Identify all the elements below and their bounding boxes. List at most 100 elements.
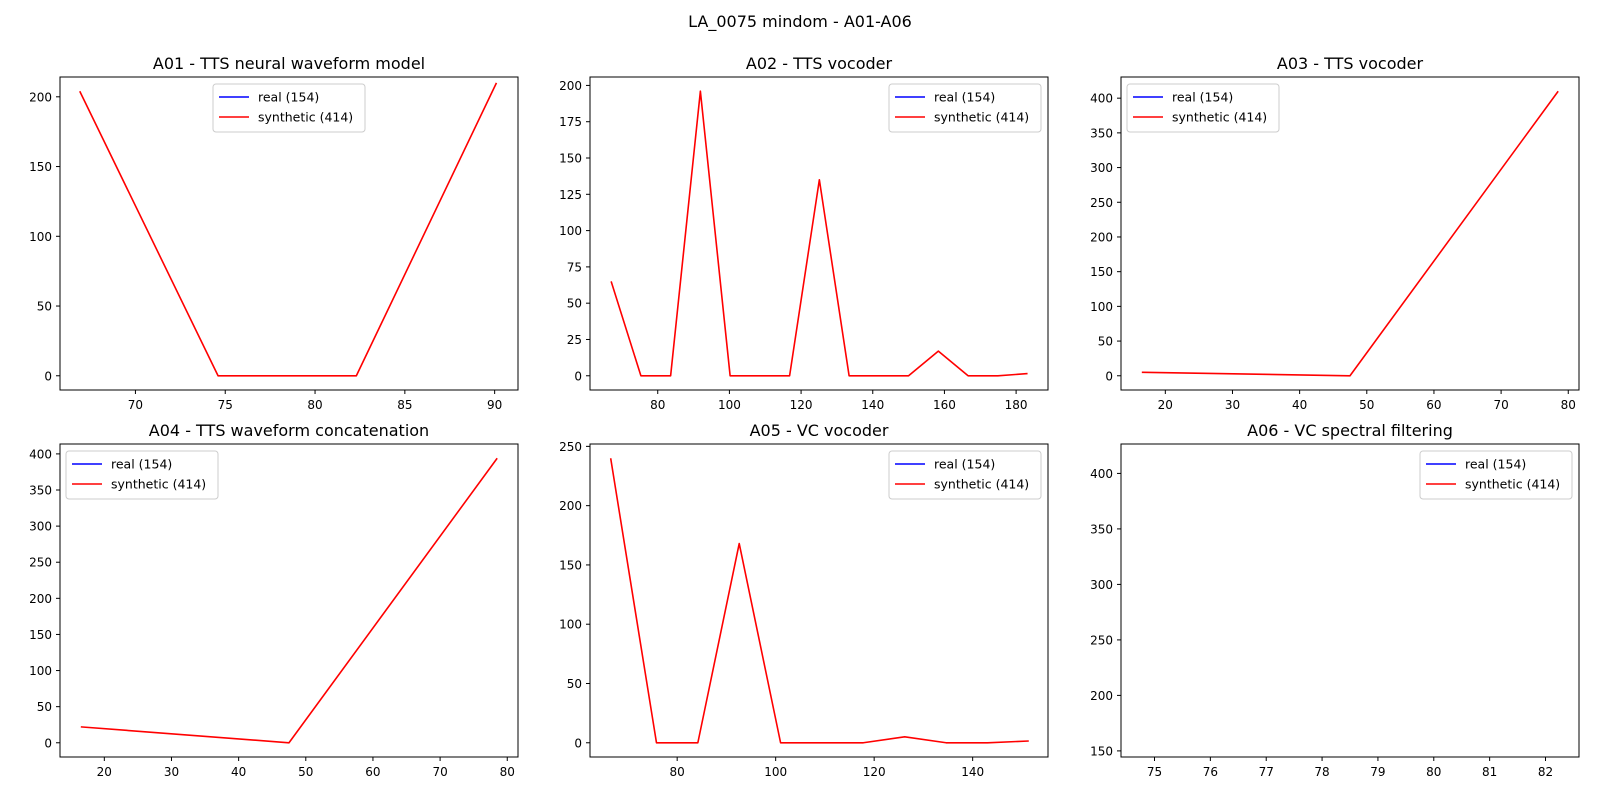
- y-tick-label: 0: [574, 369, 582, 383]
- y-tick-label: 200: [1090, 230, 1113, 244]
- x-tick-label: 30: [164, 765, 179, 779]
- x-tick-label: 75: [1147, 765, 1162, 779]
- subplot-title: A06 - VC spectral filtering: [1247, 421, 1453, 440]
- y-tick-label: 100: [29, 664, 52, 678]
- x-tick-label: 20: [97, 765, 112, 779]
- y-tick-label: 400: [29, 447, 52, 461]
- y-tick-label: 150: [559, 558, 582, 572]
- legend: real (154) synthetic (414): [212, 83, 366, 133]
- series-synthetic-line: [79, 82, 498, 377]
- x-tick-label: 60: [1426, 398, 1441, 412]
- y-tick-label: 250: [1090, 196, 1113, 210]
- legend-box: [888, 83, 1042, 133]
- x-tick-label: 81: [1482, 765, 1497, 779]
- series-synthetic-line: [1141, 90, 1559, 377]
- axes-frame: [59, 443, 519, 758]
- subplot-1: A01 - TTS neural waveform model 70 75 80 85 9…: [29, 54, 519, 412]
- y-tick-label: 50: [37, 700, 52, 714]
- y-tick-label: 50: [567, 297, 582, 311]
- y-tick-label: 25: [567, 333, 582, 347]
- legend-synthetic-label: synthetic (414): [111, 477, 206, 492]
- series-synthetic-line: [610, 90, 1028, 377]
- legend-box: [1126, 83, 1280, 133]
- y-tick-label: 350: [1090, 126, 1113, 140]
- y-tick-label: 175: [559, 115, 582, 129]
- y-tick-label: 250: [1090, 633, 1113, 647]
- x-tick-label: 30: [1225, 398, 1240, 412]
- x-tick-label: 40: [1292, 398, 1307, 412]
- y-tick-label: 300: [1090, 161, 1113, 175]
- y-tick-label: 200: [29, 592, 52, 606]
- axes-frame: [589, 443, 1049, 758]
- subplot-title: A04 - TTS waveform concatenation: [149, 421, 429, 440]
- x-tick-label: 70: [432, 765, 447, 779]
- y-tick-label: 125: [559, 188, 582, 202]
- legend-real-label: real (154): [1172, 90, 1233, 105]
- x-tick-label: 80: [500, 765, 515, 779]
- y-tick-label: 0: [574, 736, 582, 750]
- legend-real-label: real (154): [934, 457, 995, 472]
- legend-box: [212, 83, 366, 133]
- subplot-6: A06 - VC spectral filtering 75 76 77 78 79 80 8…: [1090, 421, 1580, 779]
- x-tick-label: 120: [863, 765, 886, 779]
- x-tick-label: 50: [298, 765, 313, 779]
- x-tick-label: 50: [1359, 398, 1374, 412]
- legend-box: [888, 450, 1042, 500]
- legend-real-label: real (154): [934, 90, 995, 105]
- legend-real-label: real (154): [1465, 457, 1526, 472]
- y-tick-label: 350: [29, 484, 52, 498]
- y-tick-label: 50: [1098, 335, 1113, 349]
- x-tick-label: 100: [764, 765, 787, 779]
- x-tick-label: 40: [231, 765, 246, 779]
- y-tick-label: 300: [1090, 578, 1113, 592]
- y-tick-label: 50: [37, 300, 52, 314]
- x-tick-label: 82: [1538, 765, 1553, 779]
- subplot-5: A05 - VC vocoder 80 100 120 140 0 50 100 150 200 2…: [559, 421, 1049, 779]
- series-synthetic-line: [80, 457, 498, 744]
- legend-real-label: real (154): [111, 457, 172, 472]
- subplot-title: A01 - TTS neural waveform model: [153, 54, 425, 73]
- y-tick-label: 250: [559, 440, 582, 454]
- y-tick-label: 100: [559, 224, 582, 238]
- x-tick-label: 160: [933, 398, 956, 412]
- series-synthetic-line: [609, 458, 1029, 744]
- y-tick-label: 75: [567, 260, 582, 274]
- legend-synthetic-label: synthetic (414): [934, 110, 1029, 125]
- x-tick-label: 120: [790, 398, 813, 412]
- y-tick-label: 50: [567, 677, 582, 691]
- y-tick-label: 150: [1090, 744, 1113, 758]
- legend-synthetic-label: synthetic (414): [1465, 477, 1560, 492]
- x-tick-label: 85: [397, 398, 412, 412]
- y-tick-label: 200: [559, 79, 582, 93]
- y-tick-label: 200: [29, 90, 52, 104]
- legend-box: [65, 450, 219, 500]
- y-tick-label: 200: [1090, 689, 1113, 703]
- x-tick-label: 80: [670, 765, 685, 779]
- axes-frame: [1120, 76, 1580, 391]
- axes-frame: [1120, 443, 1580, 758]
- y-tick-label: 150: [559, 152, 582, 166]
- x-tick-label: 140: [861, 398, 884, 412]
- subplot-title: A05 - VC vocoder: [750, 421, 889, 440]
- x-tick-label: 77: [1259, 765, 1274, 779]
- y-tick-label: 0: [1105, 369, 1113, 383]
- axes-frame: [589, 76, 1049, 391]
- y-tick-label: 100: [559, 618, 582, 632]
- x-tick-label: 70: [128, 398, 143, 412]
- y-tick-label: 150: [1090, 265, 1113, 279]
- legend: real (154) synthetic (414): [888, 83, 1042, 133]
- y-tick-label: 0: [44, 736, 52, 750]
- y-tick-label: 150: [29, 628, 52, 642]
- subplot-3: A03 - TTS vocoder 20 30 40 50 60 70 80 0 50 100 150…: [1090, 54, 1580, 412]
- x-tick-label: 75: [218, 398, 233, 412]
- y-tick-label: 100: [1090, 300, 1113, 314]
- legend: real (154) synthetic (414): [65, 450, 219, 500]
- y-tick-label: 150: [29, 160, 52, 174]
- x-tick-label: 80: [1426, 765, 1441, 779]
- x-tick-label: 80: [1561, 398, 1576, 412]
- subplot-title: A03 - TTS vocoder: [1277, 54, 1424, 73]
- axes-frame: [59, 76, 519, 391]
- subplot-title: A02 - TTS vocoder: [746, 54, 893, 73]
- legend: real (154) synthetic (414): [1126, 83, 1280, 133]
